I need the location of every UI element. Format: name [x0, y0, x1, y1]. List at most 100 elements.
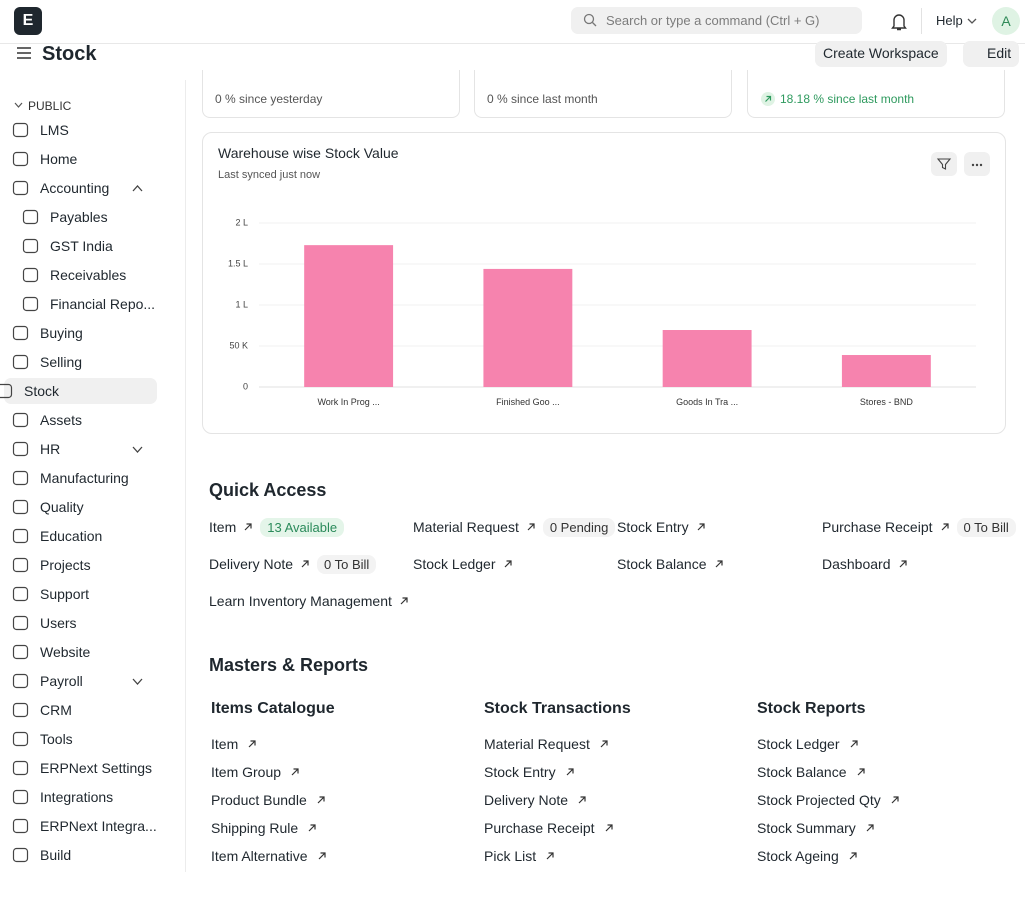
y-tick-label: 0 [243, 381, 248, 391]
sidebar-icon [12, 847, 29, 863]
quick-access-item[interactable]: Delivery Note 0 To Bill [209, 554, 377, 574]
shortcut-label: Stock Entry [617, 519, 689, 535]
link-item[interactable]: Material Request [484, 736, 608, 752]
chevron[interactable] [132, 678, 143, 685]
sidebar-item[interactable]: Receivables [12, 262, 157, 288]
avatar[interactable]: A [992, 7, 1020, 35]
quick-access-item[interactable]: Item 13 Available [209, 517, 345, 537]
sidebar-icon [22, 296, 39, 312]
quick-access-item[interactable]: Material Request 0 Pending [413, 517, 616, 537]
icon-shape [12, 731, 29, 747]
link-item[interactable]: Shipping Rule [211, 820, 316, 836]
quick-access-item[interactable]: Stock Balance [617, 554, 723, 574]
sidebar-item[interactable]: Stock [0, 378, 157, 404]
sidebar-item[interactable]: HR [12, 436, 157, 462]
sidebar-item[interactable]: Buying [12, 320, 157, 346]
quick-access-item[interactable]: Learn Inventory Management [209, 591, 408, 611]
help-menu[interactable]: Help [936, 13, 963, 28]
sidebar-item[interactable]: Payroll [12, 668, 157, 694]
sidebar-item[interactable]: Build [12, 842, 157, 868]
quick-access-item[interactable]: Stock Entry [617, 517, 705, 537]
link-item[interactable]: Stock Summary [757, 820, 874, 836]
sidebar-item[interactable]: Assets [12, 407, 157, 433]
link-item[interactable]: Purchase Receipt [484, 820, 613, 836]
link-label: Pick List [484, 848, 537, 864]
icon-shape [12, 470, 29, 486]
link-item[interactable]: Item Alternative [211, 848, 326, 864]
notification-bell[interactable] [890, 12, 908, 32]
number-card: 0 % since last month [474, 70, 732, 118]
x-tick-label: Goods In Tra ... [676, 397, 738, 407]
sidebar-item[interactable]: Users [12, 610, 157, 636]
sidebar-icon [0, 383, 13, 399]
sidebar-label: Quality [40, 499, 84, 515]
sidebar-item[interactable]: Education [12, 523, 157, 549]
sidebar-item[interactable]: Support [12, 581, 157, 607]
sidebar-item[interactable]: Payables [12, 204, 157, 230]
sidebar-icon [12, 673, 29, 689]
sidebar-item[interactable]: Selling [12, 349, 157, 375]
sidebar-icon [12, 818, 29, 834]
link-item[interactable]: Stock Ageing [757, 848, 857, 864]
link-item[interactable]: Stock Ledger [757, 736, 858, 752]
sidebar-icon [12, 615, 29, 631]
chevron-path [132, 446, 143, 453]
link-item[interactable]: Item Group [211, 764, 299, 780]
sidebar-item[interactable]: Accounting [12, 175, 157, 201]
sidebar-label: Manufacturing [40, 470, 129, 486]
card-title: Items Catalogue [211, 700, 335, 717]
edit-button[interactable]: Edit [963, 41, 1020, 67]
quick-access-item[interactable]: Purchase Receipt 0 To Bill [822, 517, 1016, 537]
link-item[interactable]: Stock Balance [757, 764, 865, 780]
sidebar-item[interactable]: Tools [12, 726, 157, 752]
create-workspace-button[interactable]: Create Workspace [815, 41, 947, 67]
bar[interactable] [483, 268, 573, 387]
search-bar[interactable]: Search or type a command (Ctrl + G) [571, 7, 862, 34]
icon-shape [22, 209, 39, 225]
sidebar-item[interactable]: Home [12, 146, 157, 172]
x-tick-label: Work In Prog ... [317, 397, 379, 407]
menu-toggle[interactable] [16, 46, 32, 60]
logo[interactable]: E [14, 7, 42, 35]
sidebar-item[interactable]: Projects [12, 552, 157, 578]
link-item[interactable]: Delivery Note [484, 792, 586, 808]
y-tick-label: 2 L [235, 217, 248, 227]
chevron[interactable] [132, 446, 143, 453]
menu-button[interactable] [964, 152, 990, 176]
sidebar-label: Assets [40, 412, 83, 428]
sidebar-item[interactable]: Manufacturing [12, 465, 157, 491]
link-item[interactable]: Stock Projected Qty [757, 792, 899, 808]
sidebar-item[interactable]: Integrations [12, 784, 157, 810]
icon-shape [12, 354, 29, 370]
sidebar-item[interactable]: Website [12, 639, 157, 665]
sidebar-item[interactable]: ERPNext Integra... [12, 813, 157, 839]
quick-access-item[interactable]: Stock Ledger [413, 554, 512, 574]
y-tick-label: 1 L [235, 299, 248, 309]
sidebar-label: Projects [40, 557, 91, 573]
sidebar-item[interactable]: GST India [12, 233, 157, 259]
icon-shape [12, 615, 29, 631]
link-item[interactable]: Pick List [484, 848, 554, 864]
quick-access-item[interactable]: Dashboard [822, 554, 907, 574]
sidebar-item[interactable]: LMS [12, 117, 157, 143]
link-label: Item Alternative [211, 848, 308, 864]
icon-shape [12, 760, 29, 776]
sidebar-item[interactable]: CRM [12, 697, 157, 723]
sidebar-icon [12, 325, 29, 341]
dot [975, 163, 979, 167]
arrow-path [715, 560, 723, 568]
link-item[interactable]: Product Bundle [211, 792, 325, 808]
link-item[interactable]: Item [211, 736, 256, 752]
filter-button[interactable] [931, 152, 957, 176]
sidebar-item[interactable]: Quality [12, 494, 157, 520]
link-item[interactable]: Stock Entry [484, 764, 574, 780]
chevron[interactable] [132, 185, 143, 192]
sidebar-icon [12, 586, 29, 602]
sidebar-item[interactable]: Financial Repo... [12, 291, 157, 317]
bar[interactable] [304, 245, 394, 387]
sidebar-item[interactable]: ERPNext Settings [12, 755, 157, 781]
bar[interactable] [841, 355, 931, 387]
icon-shape [12, 528, 29, 544]
bar[interactable] [662, 330, 752, 387]
